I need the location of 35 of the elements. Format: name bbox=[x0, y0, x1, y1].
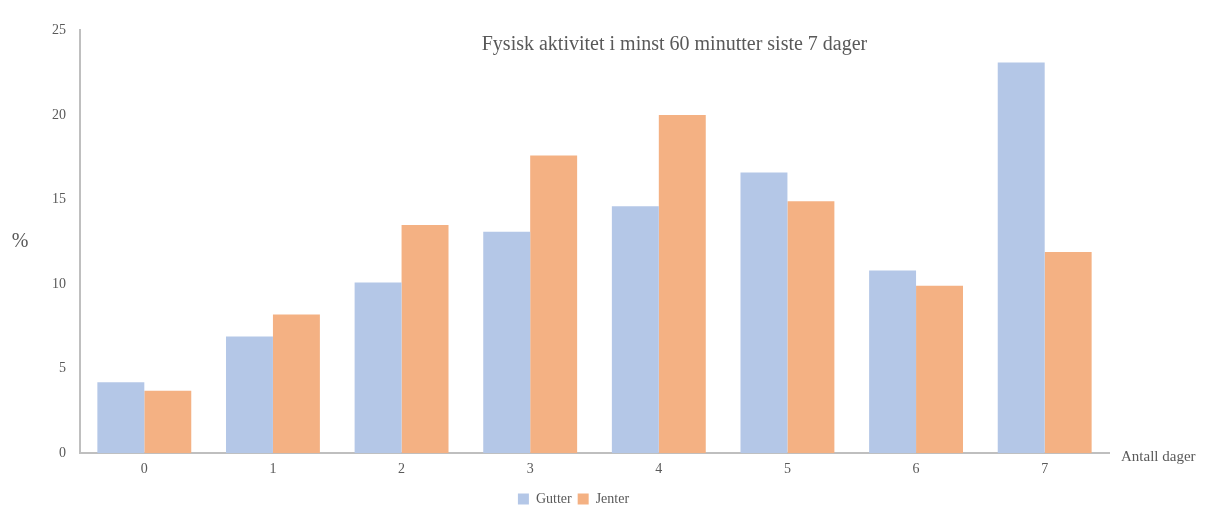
x-tick-label: 3 bbox=[526, 461, 534, 477]
bar bbox=[483, 231, 531, 454]
bar bbox=[997, 62, 1045, 454]
y-tick-label: 25 bbox=[52, 22, 66, 38]
legend-label: Gutter bbox=[535, 490, 573, 506]
bar bbox=[401, 224, 449, 454]
bar bbox=[144, 390, 192, 454]
bar bbox=[272, 314, 320, 454]
y-tick-label: 0 bbox=[59, 444, 66, 460]
x-tick-label: 4 bbox=[655, 461, 663, 477]
bar bbox=[97, 382, 145, 454]
bar bbox=[787, 201, 835, 454]
y-tick-label: 20 bbox=[52, 106, 66, 122]
bar bbox=[740, 172, 788, 454]
y-tick-label: 15 bbox=[52, 191, 66, 207]
bar bbox=[611, 206, 659, 454]
bar bbox=[916, 285, 964, 454]
bar bbox=[354, 282, 402, 454]
y-tick-label: 10 bbox=[52, 275, 66, 291]
bar bbox=[869, 270, 917, 454]
x-tick-label: 0 bbox=[140, 461, 148, 477]
bar bbox=[530, 155, 578, 454]
x-tick-label: 6 bbox=[912, 461, 920, 477]
x-tick-label: 5 bbox=[783, 461, 791, 477]
x-axis-title: Antall dager bbox=[1121, 448, 1196, 465]
y-axis-title: % bbox=[11, 229, 29, 252]
bar bbox=[658, 114, 706, 454]
bar bbox=[225, 336, 273, 454]
x-tick-label: 7 bbox=[1041, 461, 1049, 477]
bar bbox=[1044, 251, 1092, 454]
chart-title: Fysisk aktivitet i minst 60 minutter siste 7 dager bbox=[481, 31, 868, 55]
x-tick-label: 1 bbox=[269, 461, 277, 477]
y-tick-label: 5 bbox=[59, 360, 66, 376]
x-tick-label: 2 bbox=[398, 461, 406, 477]
legend-label: Jenter bbox=[595, 490, 630, 506]
